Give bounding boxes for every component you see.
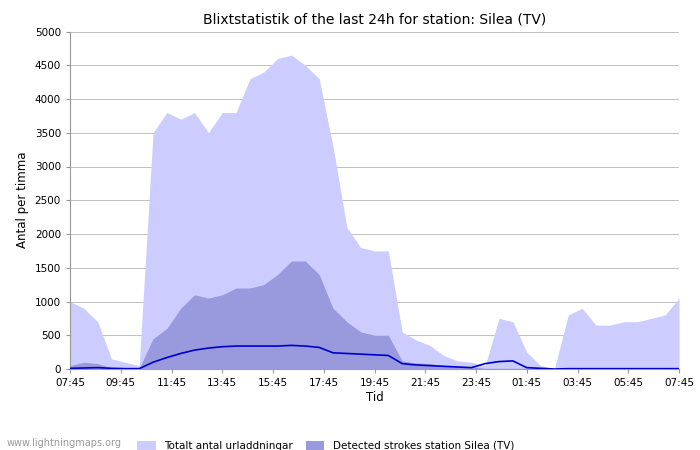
Legend: Totalt antal urladdningar, Mean of all stations, Detected strokes station Silea : Totalt antal urladdningar, Mean of all s… xyxy=(137,441,514,450)
Text: www.lightningmaps.org: www.lightningmaps.org xyxy=(7,438,122,448)
X-axis label: Tid: Tid xyxy=(365,391,384,404)
Title: Blixtstatistik of the last 24h for station: Silea (TV): Blixtstatistik of the last 24h for stati… xyxy=(203,12,546,26)
Y-axis label: Antal per timma: Antal per timma xyxy=(16,152,29,248)
